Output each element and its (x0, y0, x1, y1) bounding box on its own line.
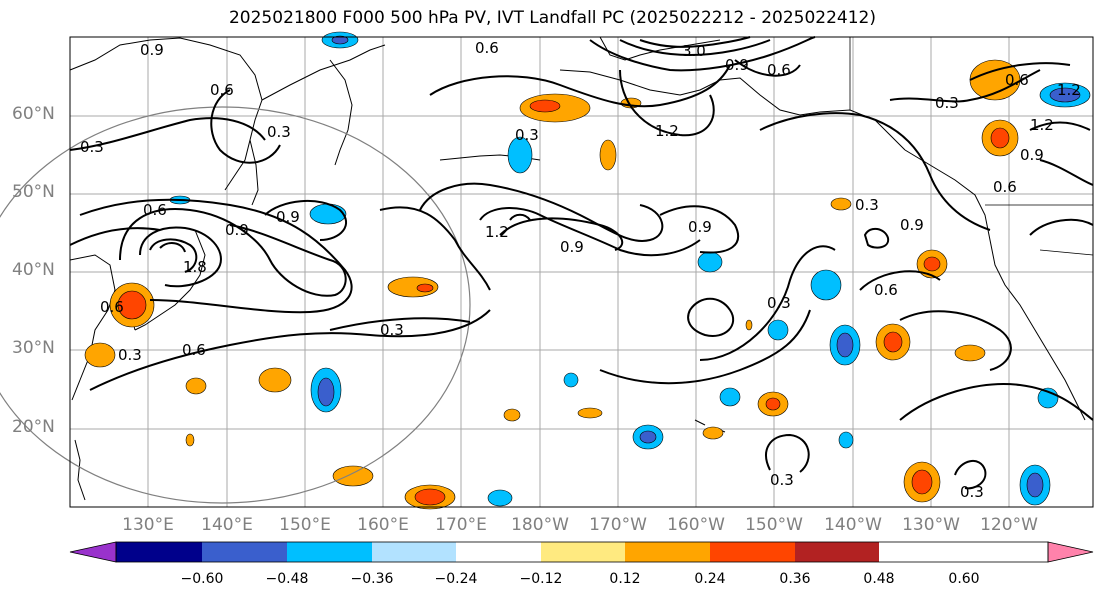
contour-label: 0.9 (900, 216, 924, 234)
map-title: 2025021800 F000 500 hPa PV, IVT Landfall… (228, 8, 876, 28)
lat-label: 60°N (12, 104, 55, 124)
colorbar-segment (202, 542, 287, 562)
colorbar-segment (795, 542, 879, 562)
contour-label: 0.6 (475, 39, 499, 57)
colorbar-segment (541, 542, 625, 562)
contour-labels: 0.6 0.9 0.3 0.6 0.9 0.3 3.0 1.2 0.3 0.6 … (80, 39, 1081, 501)
map-frame (69, 36, 1094, 508)
contour-label: 0.3 (267, 123, 291, 141)
contour-label: 0.9 (1020, 146, 1044, 164)
colorbar-tick: 0.12 (609, 571, 641, 587)
contour-label: 0.6 (767, 61, 791, 79)
contour-label: 0.6 (210, 81, 234, 99)
contour-label: 0.6 (1005, 71, 1029, 89)
lon-label: 160°W (667, 515, 725, 535)
lon-label: 170°E (435, 515, 487, 535)
lon-label: 150°E (279, 515, 331, 535)
colorbar-tick: −0.12 (519, 571, 563, 587)
lon-label: 140°E (201, 515, 253, 535)
colorbar-tick: −0.36 (350, 571, 394, 587)
contour-label: 1.2 (1057, 81, 1081, 99)
lon-label: 170°W (589, 515, 647, 535)
colorbar-segment (625, 542, 710, 562)
colorbar (69, 541, 1094, 563)
contour-label: 0.6 (874, 281, 898, 299)
contour-label: 0.3 (960, 483, 984, 501)
lon-label: 150°W (745, 515, 803, 535)
contour-label: 0.9 (225, 221, 249, 239)
contour-label: 1.2 (485, 223, 509, 241)
lon-label: 140°W (824, 515, 882, 535)
colorbar-segment (372, 542, 456, 562)
colorbar-segment (116, 542, 202, 562)
colorbar-outline (115, 541, 1049, 563)
contour-label: 0.3 (380, 321, 404, 339)
lon-label: 130°E (122, 515, 174, 535)
colorbar-tick: 0.60 (948, 571, 980, 587)
colorbar-segment (710, 542, 795, 562)
lon-label: 160°E (357, 515, 409, 535)
colorbar-tick: −0.60 (180, 571, 224, 587)
contour-label: 1.8 (183, 258, 207, 276)
contour-label: 0.6 (143, 201, 167, 219)
lon-label: 120°W (980, 515, 1038, 535)
contour-label: 0.3 (767, 294, 791, 312)
contour-label: 0.6 (100, 298, 124, 316)
colorbar-extend-max (1047, 541, 1094, 563)
contour-label: 0.3 (515, 126, 539, 144)
contour-label: 0.9 (276, 208, 300, 226)
contour-label: 0.3 (118, 346, 142, 364)
contour-label: 0.6 (182, 341, 206, 359)
contour-label: 0.6 (993, 178, 1017, 196)
lat-label: 20°N (12, 417, 55, 437)
colorbar-tick: −0.48 (265, 571, 309, 587)
lon-label: 130°W (902, 515, 960, 535)
colorbar-tick: 0.48 (863, 571, 895, 587)
lon-label: 180°W (511, 515, 569, 535)
contour-label: 0.3 (770, 471, 794, 489)
region-circle (0, 106, 471, 504)
lat-label: 40°N (12, 260, 55, 280)
lat-label: 30°N (12, 338, 55, 358)
pv-shading (84, 31, 1091, 510)
contour-label: 0.9 (140, 41, 164, 59)
colorbar-tick: 0.36 (779, 571, 811, 587)
contour-label: 3.0 (682, 42, 706, 60)
contour-label: 0.9 (688, 218, 712, 236)
colorbar-segment (456, 542, 541, 562)
ivt-contours (69, 36, 1094, 490)
colorbar-tick: 0.24 (694, 571, 726, 587)
colorbar-tick: −0.24 (434, 571, 478, 587)
contour-label: 0.3 (935, 94, 959, 112)
lat-label: 50°N (12, 182, 55, 202)
contour-label: 0.9 (560, 238, 584, 256)
contour-label: 1.2 (655, 122, 679, 140)
colorbar-extend-min (69, 541, 117, 563)
contour-label: 0.3 (80, 138, 104, 156)
colorbar-segment (287, 542, 372, 562)
contour-label: 0.9 (725, 56, 749, 74)
contour-label: 0.3 (855, 196, 879, 214)
contour-label: 1.2 (1030, 116, 1054, 134)
